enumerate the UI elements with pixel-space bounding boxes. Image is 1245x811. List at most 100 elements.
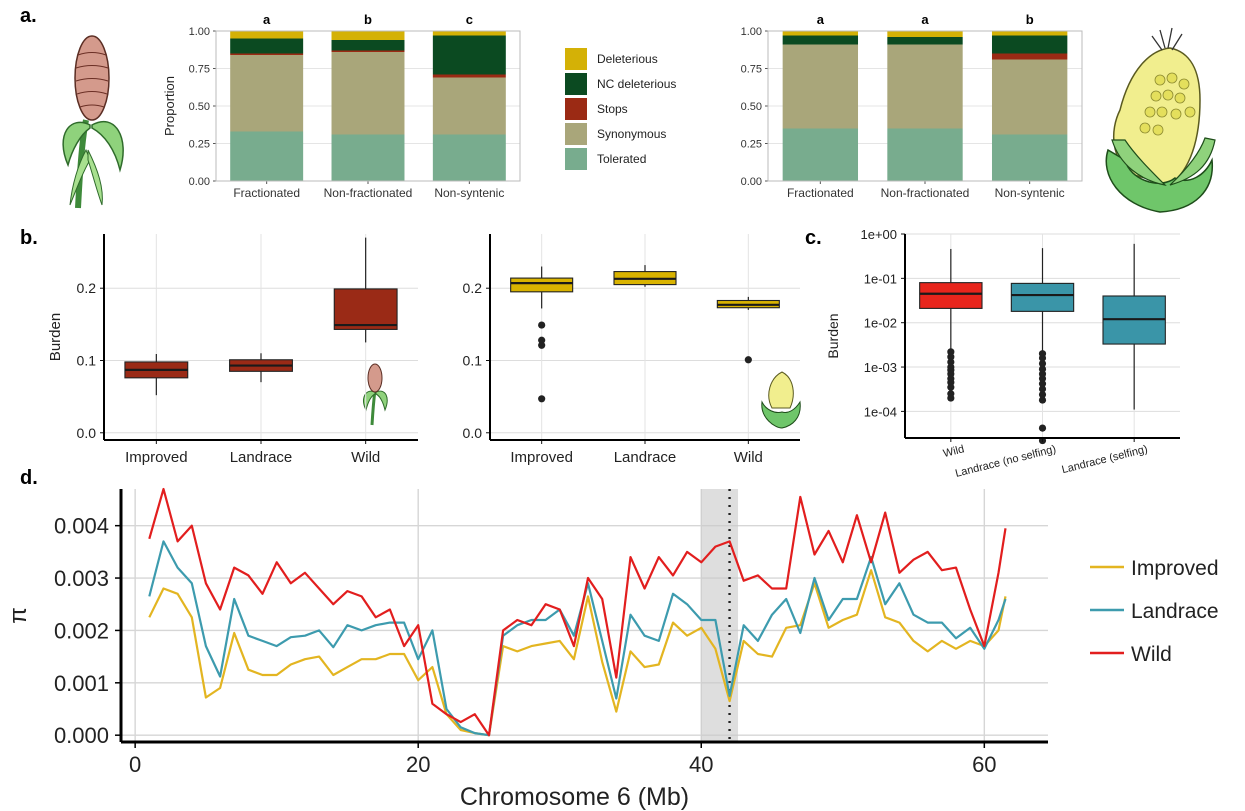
box [333,288,398,330]
maize-small-icon [761,371,801,429]
chart-b_left: 0.0 0.1 0.2 Improved Landrace Wild Burden [47,234,418,466]
outlier-point [1038,374,1047,383]
outlier-point [947,348,955,356]
y-tick-label: 0.000 [54,723,109,748]
x-tick-label: Landrace [614,449,677,466]
outlier-point [538,321,546,329]
significance-letter: b [364,12,372,27]
y-tick-label: 0.1 [463,352,483,368]
x-tick-label: Fractionated [233,186,300,200]
series-line-wild [148,487,1007,737]
significance-letter: b [1026,12,1034,27]
panel-label-c: c. [805,227,822,249]
panel-label-b: b. [20,227,38,249]
box [510,277,574,293]
x-tick-label: Wild [351,449,380,466]
x-tick-label: Non-syntenic [434,186,504,200]
maize-icon [1105,27,1216,213]
bar-segment-tolerated [782,128,859,181]
bar-segment-stops [991,53,1068,60]
significance-letter: a [263,12,271,27]
y-tick-label: 1e-03 [864,360,897,375]
bar-segment-deleterious [991,31,1068,36]
x-tick-label: Landrace (no selfing) [954,443,1057,480]
bar-segment-deleterious [230,31,304,39]
outlier-point [947,353,955,361]
bar-segment-synonymous [331,52,405,135]
significance-letter: a [921,12,929,27]
bar-segment-synonymous [782,44,859,129]
bar-segment-synonymous [887,44,963,129]
y-tick-label: 1.00 [741,26,762,38]
y-tick-label: 0.50 [189,101,210,113]
outlier-point [744,356,752,364]
bar-segment-stops [331,50,405,52]
x-tick-label: Non-syntenic [995,186,1065,200]
y-axis-label: Proportion [162,76,177,136]
bar-segment-tolerated [230,131,304,181]
bar-segment-tolerated [887,128,963,181]
x-tick-label: Improved [125,449,188,466]
x-tick-label: Fractionated [787,186,854,200]
series-line-improved [148,569,1007,737]
outlier-point [538,341,546,349]
y-tick-label: 1e-01 [864,271,897,286]
x-tick-label: Improved [510,449,573,466]
outlier-point [1038,385,1047,393]
chart-a_right: 0.00 0.25 0.50 0.75 1.00 a Fractionated a Non-fr… [741,12,1083,200]
legend-label: NC deleterious [597,77,676,91]
x-tick-label: Non-fractionated [881,186,970,200]
y-tick-label: 0.004 [54,514,109,539]
bar-segment-deleterious [887,31,963,37]
y-tick-label: 0.003 [54,566,109,591]
x-tick-label: Landrace [230,449,293,466]
y-tick-label: 0.2 [463,280,483,296]
legend-label: Landrace [1131,600,1219,623]
significance-letter: a [817,12,825,27]
legend-label: Stops [597,102,628,116]
outlier-point [1038,390,1047,399]
plot-border [215,30,521,182]
y-tick-label: 1e-04 [864,404,897,419]
y-tick-label: 0.00 [741,176,762,188]
y-tick-label: 0.25 [189,139,210,151]
bar-segment-nc_deleterious [782,35,859,45]
bar-segment-synonymous [991,59,1068,135]
x-tick-label: Wild [734,449,763,466]
bar-segment-synonymous [230,55,304,132]
y-tick-label: 0.2 [77,280,97,296]
y-tick-label: 0.0 [463,425,483,441]
legend-swatch-tolerated [565,148,587,170]
bar-segment-stops [432,74,506,78]
y-axis-label: Burden [47,313,64,361]
chart-a_left: 0.00 0.25 0.50 0.75 1.00 a Fractionated b Non-fr… [162,12,521,200]
significance-letter: c [466,12,473,27]
outlier-point [947,394,955,402]
y-tick-label: 1e-02 [864,316,897,331]
y-axis-label: Burden [825,313,841,358]
y-tick-label: 0.50 [741,101,762,113]
series-line-landrace [148,540,1007,737]
y-tick-label: 0.75 [741,64,762,76]
x-tick-label: 40 [689,752,713,777]
legend-swatch-stops [565,98,587,120]
bar-segment-tolerated [432,134,506,181]
teosinte-icon [62,35,124,209]
bar-segment-nc_deleterious [991,35,1068,54]
outlier-point [1038,424,1047,432]
y-tick-label: 0.1 [77,352,97,368]
x-tick-label: 0 [129,752,141,777]
legend-swatch-deleterious [565,48,587,70]
illustrations [62,27,1216,429]
x-tick-label: Non-fractionated [324,186,413,200]
bar-segment-tolerated [991,134,1068,181]
bar-segment-deleterious [782,31,859,36]
chart-b_right: 0.0 0.1 0.2 Improved Landrace Wild [463,234,800,466]
y-tick-label: 0.25 [741,139,762,151]
bar-segment-synonymous [432,77,506,135]
bar-segment-nc_deleterious [432,35,506,75]
legend-swatch-synonymous [565,123,587,145]
box [1010,282,1075,312]
